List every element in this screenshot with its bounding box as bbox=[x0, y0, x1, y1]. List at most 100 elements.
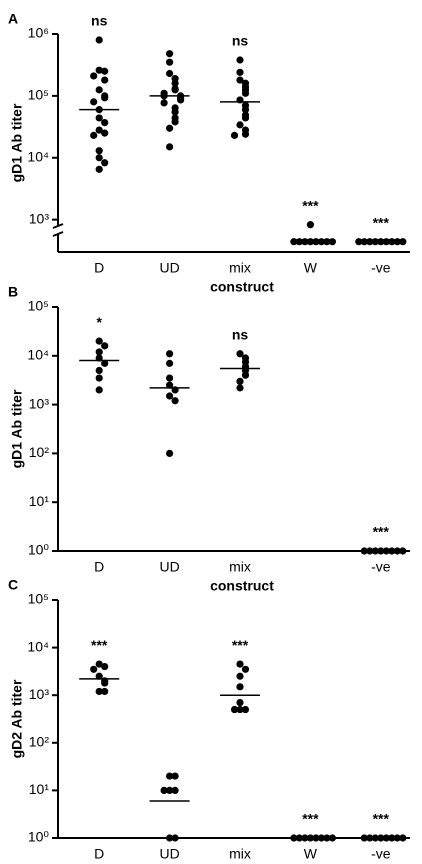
panel-label: C bbox=[8, 577, 18, 593]
data-point bbox=[166, 772, 174, 780]
data-point bbox=[241, 89, 250, 97]
data-point bbox=[171, 772, 179, 780]
data-point bbox=[236, 698, 244, 707]
data-point bbox=[101, 687, 109, 696]
significance-label: ns bbox=[91, 13, 108, 29]
data-point bbox=[101, 359, 109, 367]
data-point bbox=[160, 786, 168, 795]
data-point bbox=[90, 665, 98, 673]
data-point bbox=[95, 165, 103, 173]
data-point bbox=[236, 683, 244, 691]
data-point bbox=[95, 36, 103, 44]
data-point bbox=[166, 350, 174, 358]
y-tick-label: 10⁵ bbox=[28, 87, 49, 103]
data-point bbox=[90, 98, 98, 106]
significance-label: * bbox=[96, 314, 102, 330]
data-point bbox=[306, 221, 314, 229]
x-tick-label: -ve bbox=[371, 846, 391, 862]
data-point bbox=[166, 834, 174, 842]
data-point bbox=[236, 672, 244, 680]
data-point bbox=[95, 86, 103, 94]
y-tick-label: 10³ bbox=[29, 686, 50, 702]
y-tick-label: 10⁶ bbox=[28, 25, 49, 41]
data-point bbox=[166, 374, 174, 382]
data-point bbox=[399, 238, 407, 246]
y-tick-label: 10⁵ bbox=[28, 298, 49, 314]
data-point bbox=[90, 72, 98, 80]
y-tick-label: 10⁰ bbox=[28, 542, 50, 558]
data-point bbox=[236, 377, 244, 385]
significance-label: *** bbox=[232, 637, 249, 653]
data-point bbox=[101, 342, 109, 350]
x-axis-label: construct bbox=[210, 279, 274, 295]
y-tick-label: 10¹ bbox=[29, 493, 50, 509]
data-point bbox=[101, 159, 109, 167]
x-axis-label: construct bbox=[210, 578, 274, 594]
data-point bbox=[328, 238, 336, 246]
y-axis-label: gD2 Ab titer bbox=[9, 679, 25, 758]
data-point bbox=[101, 662, 109, 671]
data-point bbox=[95, 672, 103, 680]
significance-label: *** bbox=[373, 811, 390, 827]
data-point bbox=[160, 99, 168, 107]
data-point bbox=[95, 687, 103, 696]
y-axis-label: gD1 Ab titer bbox=[9, 103, 25, 182]
data-point bbox=[95, 374, 103, 382]
data-point bbox=[241, 106, 250, 114]
data-point bbox=[166, 786, 174, 795]
x-tick-label: mix bbox=[229, 846, 251, 862]
data-point bbox=[241, 705, 250, 714]
data-point bbox=[95, 114, 103, 122]
data-point bbox=[230, 705, 239, 714]
data-point bbox=[166, 124, 174, 132]
data-point bbox=[236, 660, 244, 668]
data-point bbox=[241, 665, 250, 673]
significance-label: ns bbox=[232, 33, 249, 49]
axis-break bbox=[52, 223, 64, 229]
x-tick-label: mix bbox=[229, 559, 251, 575]
x-tick-label: -ve bbox=[371, 260, 391, 276]
data-point bbox=[101, 119, 109, 127]
data-point bbox=[166, 381, 174, 389]
axis-break bbox=[52, 231, 64, 237]
data-point bbox=[236, 705, 244, 714]
data-point bbox=[399, 547, 407, 555]
data-point bbox=[95, 147, 103, 155]
x-tick-label: -ve bbox=[371, 559, 391, 575]
data-point bbox=[241, 371, 250, 379]
data-point bbox=[171, 397, 179, 405]
data-point bbox=[171, 79, 179, 87]
data-point bbox=[166, 359, 174, 367]
data-point bbox=[171, 834, 179, 842]
data-point bbox=[236, 350, 244, 358]
data-point bbox=[241, 114, 250, 122]
data-point bbox=[101, 94, 109, 102]
x-tick-label: mix bbox=[229, 260, 251, 276]
significance-label: ns bbox=[232, 326, 249, 342]
data-point bbox=[236, 384, 244, 392]
data-point bbox=[90, 131, 98, 139]
data-point bbox=[95, 337, 103, 345]
x-tick-label: UD bbox=[159, 846, 179, 862]
y-axis-label: gD1 Ab titer bbox=[9, 389, 25, 468]
data-point bbox=[236, 76, 244, 84]
data-point bbox=[236, 56, 244, 64]
y-tick-label: 10² bbox=[29, 444, 50, 460]
data-point bbox=[101, 67, 109, 75]
data-point bbox=[177, 96, 185, 104]
data-point bbox=[230, 131, 239, 139]
data-point bbox=[328, 834, 336, 842]
data-point bbox=[95, 66, 103, 74]
data-point bbox=[236, 68, 244, 76]
data-point bbox=[95, 366, 103, 375]
data-point bbox=[171, 786, 179, 795]
data-point bbox=[166, 58, 174, 66]
significance-label: *** bbox=[302, 811, 319, 827]
y-tick-label: 10⁴ bbox=[27, 638, 49, 654]
data-point bbox=[95, 154, 103, 162]
data-point bbox=[95, 126, 103, 134]
data-point bbox=[399, 834, 407, 842]
significance-label: *** bbox=[373, 524, 390, 540]
data-point bbox=[95, 348, 103, 356]
data-point bbox=[166, 50, 174, 58]
